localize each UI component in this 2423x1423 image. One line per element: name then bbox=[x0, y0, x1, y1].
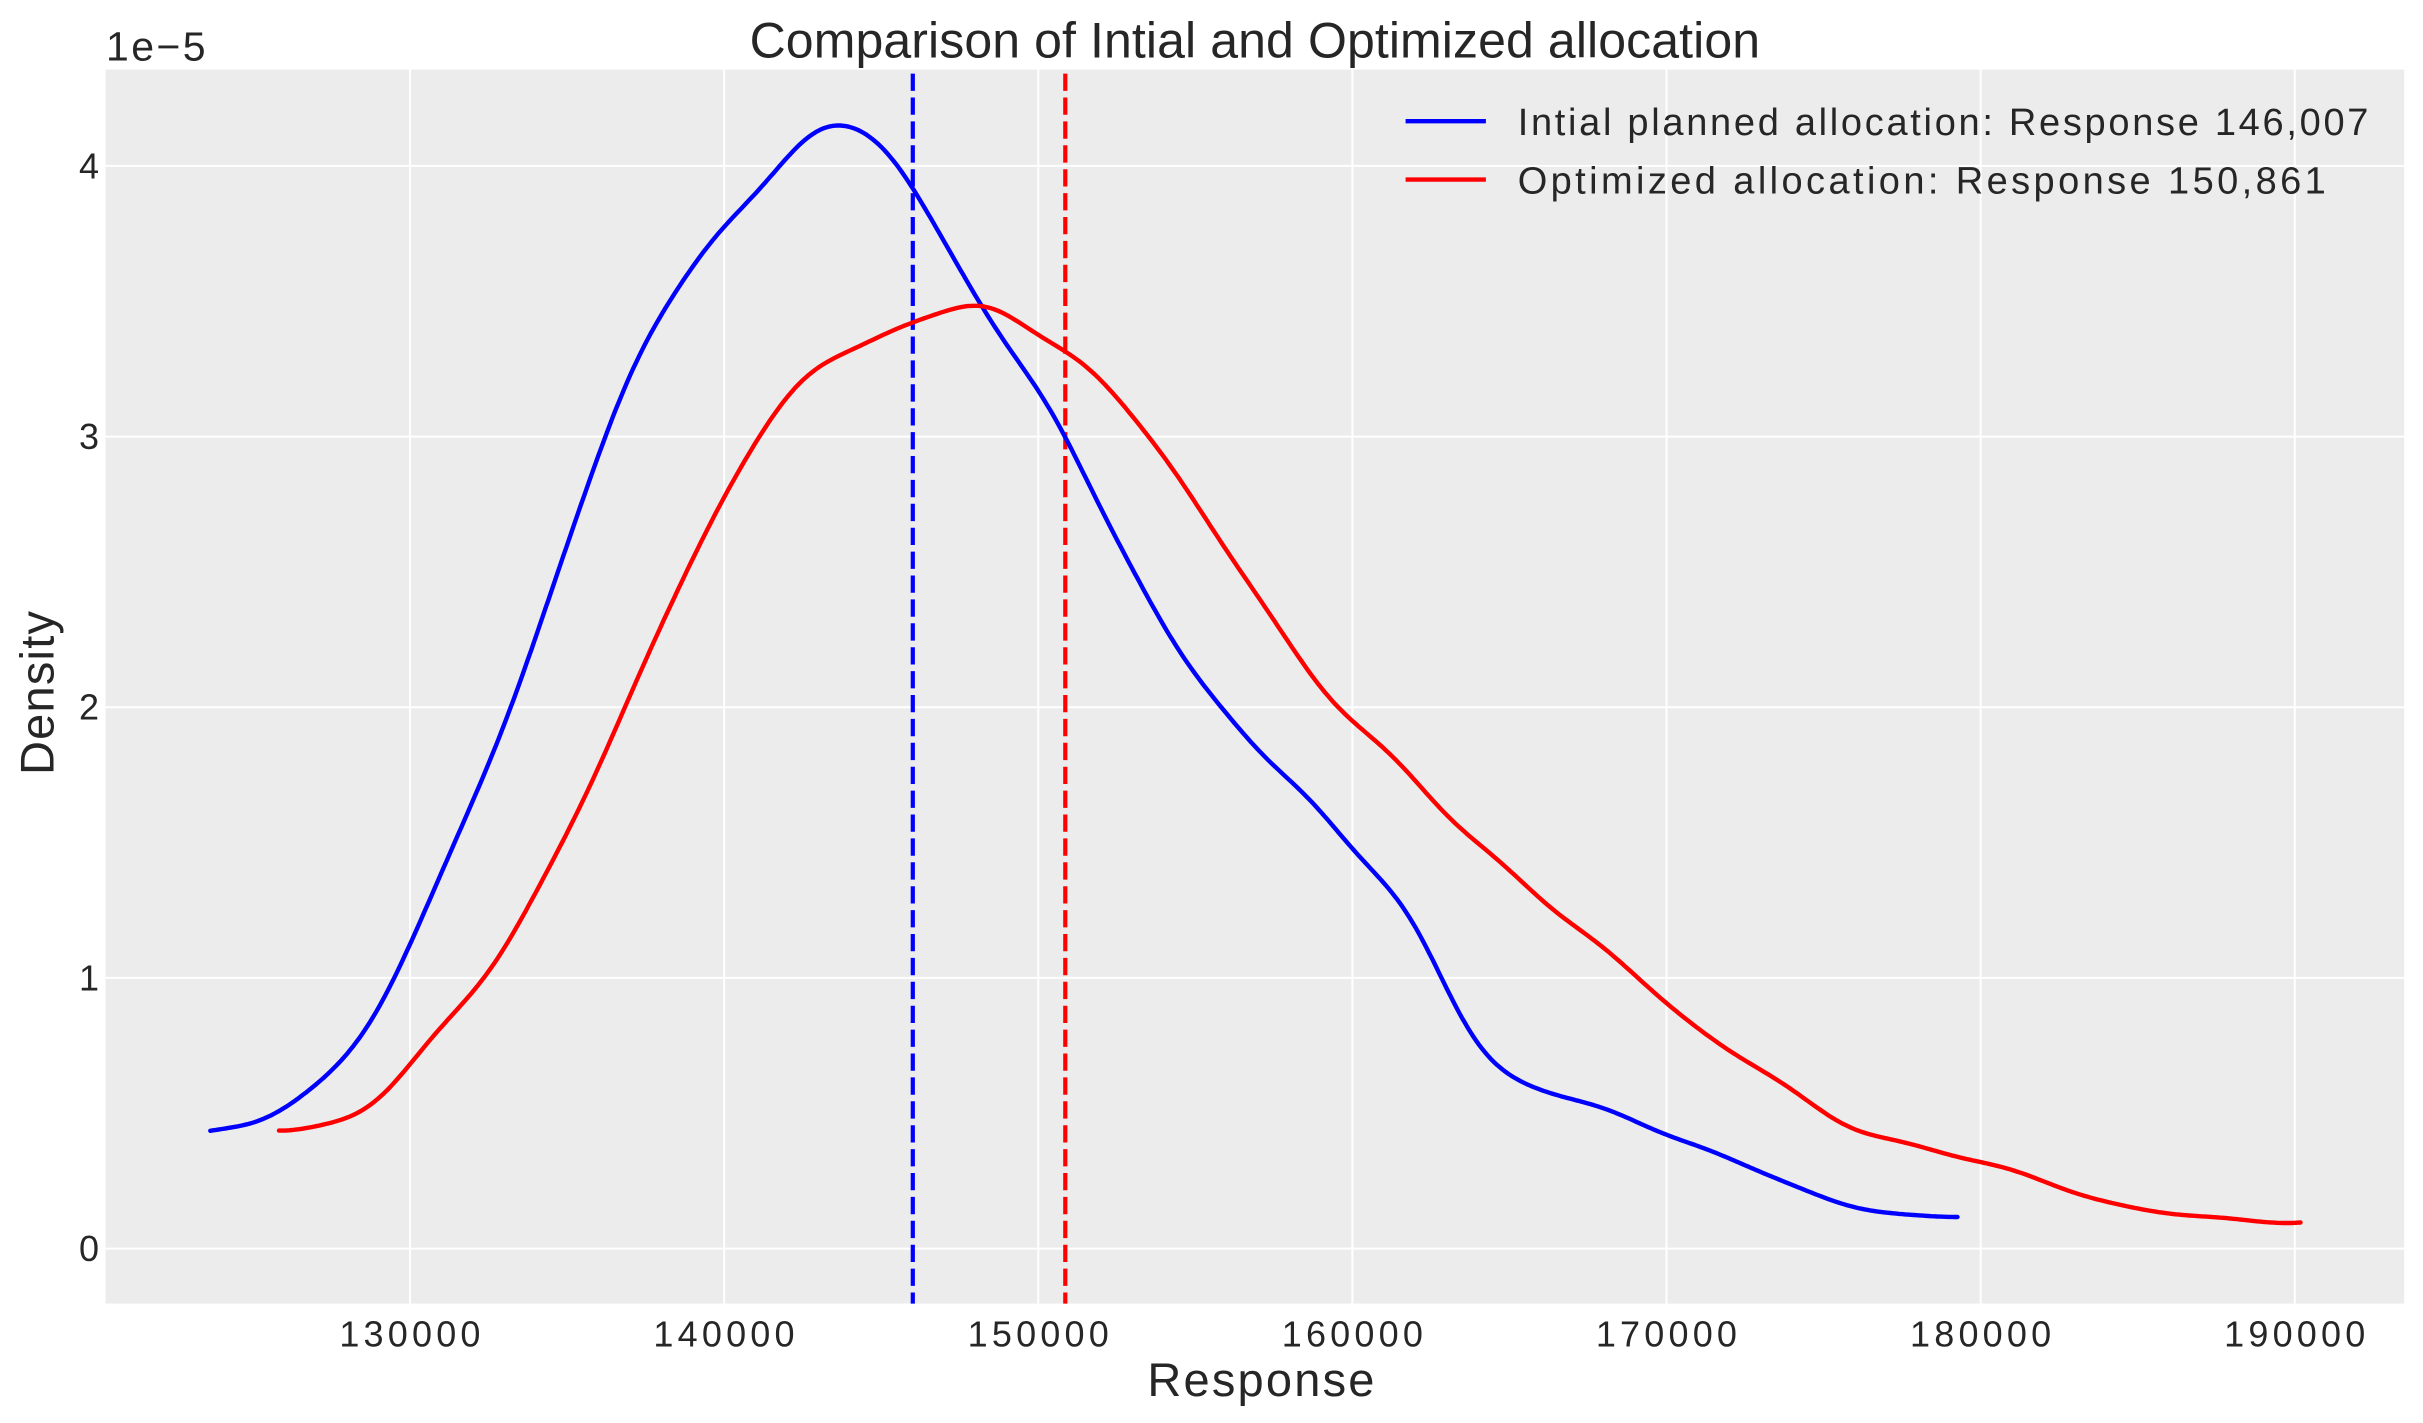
svg-text:3: 3 bbox=[79, 416, 99, 457]
svg-text:150000: 150000 bbox=[968, 1314, 1113, 1355]
svg-text:Density: Density bbox=[11, 610, 64, 775]
svg-text:Response: Response bbox=[1147, 1353, 1376, 1406]
svg-text:180000: 180000 bbox=[1910, 1314, 2055, 1355]
svg-text:Intial planned allocation: Res: Intial planned allocation: Response 146,… bbox=[1518, 102, 2371, 144]
svg-text:0: 0 bbox=[79, 1228, 99, 1269]
svg-text:1: 1 bbox=[79, 957, 99, 998]
svg-text:4: 4 bbox=[79, 145, 99, 186]
svg-text:190000: 190000 bbox=[2224, 1314, 2369, 1355]
svg-text:160000: 160000 bbox=[1282, 1314, 1427, 1355]
svg-text:Optimized allocation: Response: Optimized allocation: Response 150,861 bbox=[1518, 160, 2330, 202]
svg-text:Comparison of Intial and Optim: Comparison of Intial and Optimized alloc… bbox=[750, 13, 1761, 69]
svg-text:170000: 170000 bbox=[1596, 1314, 1741, 1355]
svg-text:2: 2 bbox=[79, 687, 99, 728]
svg-text:140000: 140000 bbox=[653, 1314, 798, 1355]
svg-text:1e−5: 1e−5 bbox=[106, 24, 208, 70]
svg-text:130000: 130000 bbox=[339, 1314, 484, 1355]
